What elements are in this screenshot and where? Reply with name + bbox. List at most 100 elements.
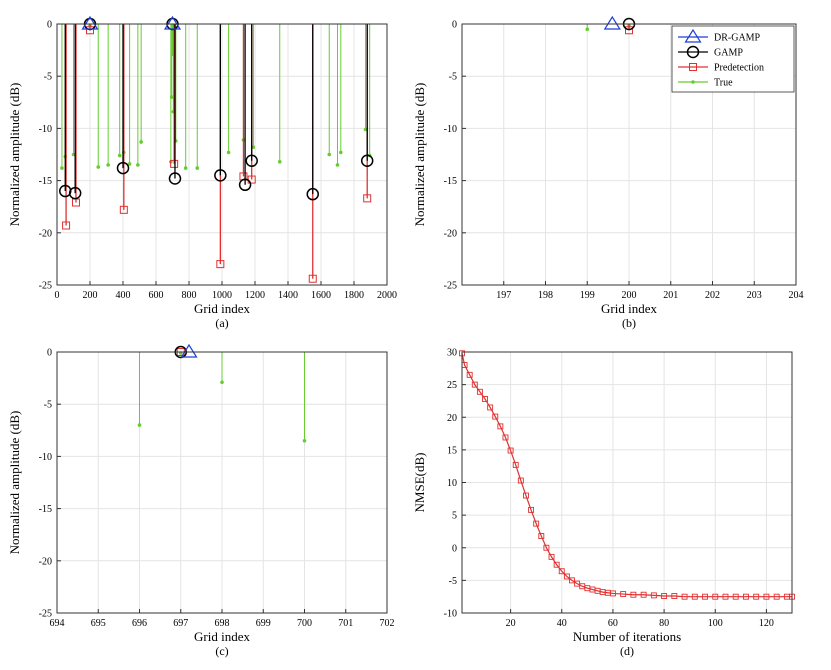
panel-a-gamp-marker — [96, 165, 101, 169]
panel-d-nmse-marker — [712, 593, 719, 600]
panel-d-nmse-marker — [538, 533, 545, 539]
panel-b-ytick-label: -20 — [444, 228, 457, 239]
panel-b-ytick-label: -5 — [449, 72, 457, 83]
panel-a-gamp-marker — [251, 145, 256, 149]
panel-d-nmse-marker — [773, 593, 780, 600]
panel-b-legend-marker-gamp — [691, 80, 695, 84]
panel-a-xtick-label: 1400 — [278, 290, 298, 301]
panel-d-nmse-marker — [620, 591, 627, 598]
panel-c-gamp-marker — [220, 380, 224, 385]
panel-d-nmse-marker — [569, 577, 575, 584]
panel-a-dr-marker — [216, 260, 225, 269]
panel-d-nmse-marker — [466, 371, 473, 378]
panel-d-xtick-label: 120 — [759, 618, 774, 629]
panel-a-gamp-marker — [136, 163, 140, 167]
panel-c-ylabel: Normalized amplitude (dB) — [7, 411, 22, 555]
panel-b-xtick-label: 197 — [496, 290, 511, 301]
panel-a-dr-marker — [363, 194, 372, 203]
panel-a-xtick-label: 1600 — [311, 290, 331, 301]
panel-a-gamp-marker — [226, 150, 231, 155]
panel-b-xtick-label: 202 — [705, 290, 720, 301]
panel-a-series-true — [81, 15, 182, 30]
panel-c-xtick-label: 694 — [50, 618, 65, 629]
panel-b-dr-marker — [625, 26, 633, 35]
panel-a-ytick-label: -5 — [44, 72, 52, 83]
panel-d-ytick-label: 25 — [447, 380, 457, 391]
panel-d-nmse-marker — [763, 593, 770, 600]
panel-c-ytick-label: 0 — [47, 348, 52, 359]
panel-a-pre-marker — [214, 169, 227, 182]
panel-a-ytick-label: -20 — [39, 228, 52, 239]
panel-d-caption: (d) — [620, 644, 634, 658]
panel-a-gamp-marker — [339, 150, 343, 155]
panel-a-true-marker — [163, 15, 182, 30]
panel-a-gamp-marker — [363, 127, 368, 132]
panel-a-pre-marker — [168, 172, 182, 185]
panel-d-ytick-label: 15 — [447, 445, 457, 456]
panel-c-xtick-label: 695 — [91, 618, 106, 629]
panel-a-pre-marker — [68, 186, 82, 200]
panel-a-dr-marker — [86, 26, 94, 35]
panel-b-legend-symbol-pre — [686, 45, 700, 59]
panel-d-nmse-marker — [487, 404, 494, 411]
panel-b-legend-label-gamp: True — [714, 78, 733, 89]
panel-a-dr-marker — [308, 274, 317, 283]
panel-a-gamp-marker — [60, 166, 64, 170]
panel-c-ytick-label: -10 — [39, 452, 52, 463]
panel-d-ytick-label: -10 — [444, 609, 457, 620]
panel-d-ytick-label: -5 — [449, 576, 457, 587]
panel-d-nmse-marker — [548, 553, 555, 560]
panel-d-nmse-marker — [691, 593, 698, 600]
panel-d-xtick-label: 20 — [506, 618, 516, 629]
panel-a-dr-marker — [119, 205, 128, 214]
panel-b-legend-symbol-dr — [689, 63, 697, 71]
panel-c-series-true — [180, 343, 198, 358]
panel-c-xtick-label: 699 — [256, 618, 271, 629]
panel-d-nmse-marker — [492, 413, 499, 420]
panel-d-nmse-marker — [471, 381, 478, 388]
panel-d-nmse-marker — [528, 506, 535, 513]
panel-b-xtick-label: 201 — [663, 290, 678, 301]
panel-d-nmse-marker — [650, 592, 657, 599]
panel-d-nmse-line — [461, 353, 792, 598]
panel-d-nmse-marker — [681, 593, 688, 600]
panel-b-xtick-label: 203 — [747, 290, 762, 301]
panel-d-nmse-marker — [640, 591, 647, 598]
panel-b-xtick-label: 204 — [789, 290, 804, 301]
panel-c-xtick-label: 700 — [297, 618, 312, 629]
panel-c-xlabel: Grid index — [194, 629, 250, 644]
panel-b-legend-symbol-gamp — [691, 80, 695, 84]
panel-b-legend-label-true: DR-GAMP — [714, 33, 761, 44]
panel-d-nmse-marker — [517, 477, 524, 484]
panel-d-xlabel: Number of iterations — [573, 629, 681, 644]
panel-b-ytick-label: -15 — [444, 176, 457, 187]
panel-c-xtick-label: 702 — [380, 618, 395, 629]
panel-a-ytick-label: -25 — [39, 281, 52, 292]
panel-d-xtick-label: 40 — [557, 618, 567, 629]
panel-d-nmse-marker — [512, 461, 519, 468]
panel-c-ytick-label: -15 — [39, 504, 52, 515]
panel-b-true-marker — [603, 15, 621, 30]
panel-d-nmse-marker — [563, 573, 570, 580]
panel-a-xtick-label: 0 — [55, 290, 60, 301]
panel-d-ytick-label: 20 — [447, 413, 457, 424]
panel-d-ytick-label: 30 — [447, 348, 457, 359]
panel-d-nmse-marker — [753, 593, 760, 600]
panel-a-gamp-marker — [169, 95, 174, 99]
panel-a-xtick-label: 1800 — [344, 290, 364, 301]
panel-a-pre-marker — [245, 154, 258, 168]
panel-d-nmse-marker — [671, 593, 678, 599]
panel-d-nmse-marker — [661, 593, 668, 599]
panel-a-xtick-label: 200 — [83, 290, 98, 301]
panel-d-nmse-marker — [523, 492, 529, 499]
panel-a-true-marker — [81, 15, 99, 30]
panel-a-gamp-marker — [117, 153, 122, 158]
panel-d-nmse-marker — [630, 591, 637, 598]
panel-d-ylabel: NMSE(dB) — [412, 453, 427, 513]
panel-a-gamp-marker — [71, 152, 76, 157]
panel-d-xtick-label: 100 — [708, 618, 723, 629]
panel-a-dr-marker — [62, 221, 71, 230]
panel-d-xtick-label: 60 — [608, 618, 618, 629]
panel-c-xtick-label: 698 — [215, 618, 230, 629]
